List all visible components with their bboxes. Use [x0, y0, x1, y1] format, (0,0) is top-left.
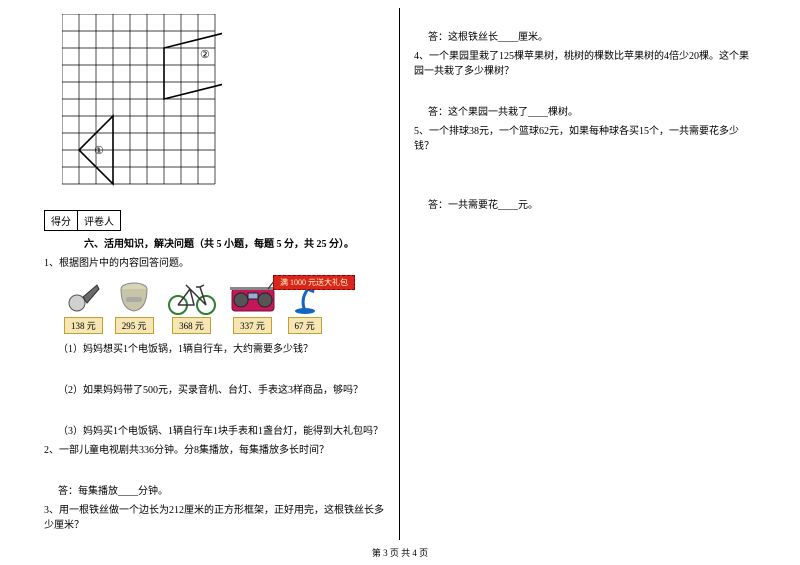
price-label: 138 元 — [64, 317, 103, 334]
grid-figure: ① ② — [62, 14, 385, 190]
ricecooker-icon — [116, 279, 152, 315]
radio-icon — [230, 281, 276, 315]
price-label: 337 元 — [233, 317, 272, 334]
watch-icon — [65, 281, 101, 315]
product-watch: 138 元 — [64, 281, 103, 334]
product-row: 满 1000 元送大礼包 138 元 295 元 — [64, 277, 385, 334]
q1-sub3: （3）妈妈买1个电饭锅、1辆自行车1块手表和1盏台灯，能得到大礼包吗？ — [58, 424, 385, 439]
product-ricecooker: 295 元 — [115, 279, 154, 334]
price-label: 368 元 — [172, 317, 211, 334]
q3-answer: 答：这根铁丝长____厘米。 — [428, 30, 756, 45]
q4-answer: 答：这个果园一共栽了____棵树。 — [428, 105, 756, 120]
grid-svg: ① ② — [62, 14, 222, 190]
shape-2-label: ② — [200, 49, 210, 61]
page-footer: 第 3 页 共 4 页 — [0, 546, 800, 559]
q1-sub2: （2）如果妈妈带了500元，买录音机、台灯、手表这3样商品，够吗？ — [58, 383, 385, 398]
price-label: 295 元 — [115, 317, 154, 334]
q3-stem: 3、用一根铁丝做一个边长为212厘米的正方形框架，正好用完，这根铁丝长多少厘米？ — [44, 503, 385, 533]
product-bicycle: 368 元 — [166, 277, 218, 334]
q1-stem: 1、根据图片中的内容回答问题。 — [44, 256, 385, 271]
score-cell-score: 得分 — [44, 210, 78, 231]
price-label: 67 元 — [288, 317, 322, 334]
q4-stem: 4、一个果园里栽了125棵苹果树，桃树的棵数比苹果树的4倍少20棵。这个果园一共… — [414, 49, 756, 79]
page-columns: ① ② 得分 评卷人 六、活用知识，解决问题（共 5 小题，每题 5 分，共 2… — [0, 0, 800, 540]
promo-banner: 满 1000 元送大礼包 — [273, 275, 355, 290]
product-radio: 337 元 — [230, 281, 276, 334]
bicycle-icon — [166, 277, 218, 315]
q5-answer: 答：一共需要花____元。 — [428, 198, 756, 213]
q2-answer: 答：每集播放____分钟。 — [58, 484, 385, 499]
q5-stem: 5、一个排球38元，一个篮球62元，如果每种球各买15个，一共需要花多少钱？ — [414, 124, 756, 154]
q2-stem: 2、一部儿童电视剧共336分钟。分8集播放，每集播放多长时间？ — [44, 443, 385, 458]
score-cell-grader: 评卷人 — [77, 210, 121, 231]
shape-1-label: ① — [94, 145, 104, 157]
left-column: ① ② 得分 评卷人 六、活用知识，解决问题（共 5 小题，每题 5 分，共 2… — [30, 8, 400, 540]
right-column: 答：这根铁丝长____厘米。 4、一个果园里栽了125棵苹果树，桃树的棵数比苹果… — [400, 8, 770, 540]
section-title: 六、活用知识，解决问题（共 5 小题，每题 5 分，共 25 分）。 — [84, 235, 385, 250]
score-table: 得分 评卷人 — [44, 210, 385, 231]
q1-sub1: （1）妈妈想买1个电饭锅，1辆自行车，大约需要多少钱？ — [58, 342, 385, 357]
